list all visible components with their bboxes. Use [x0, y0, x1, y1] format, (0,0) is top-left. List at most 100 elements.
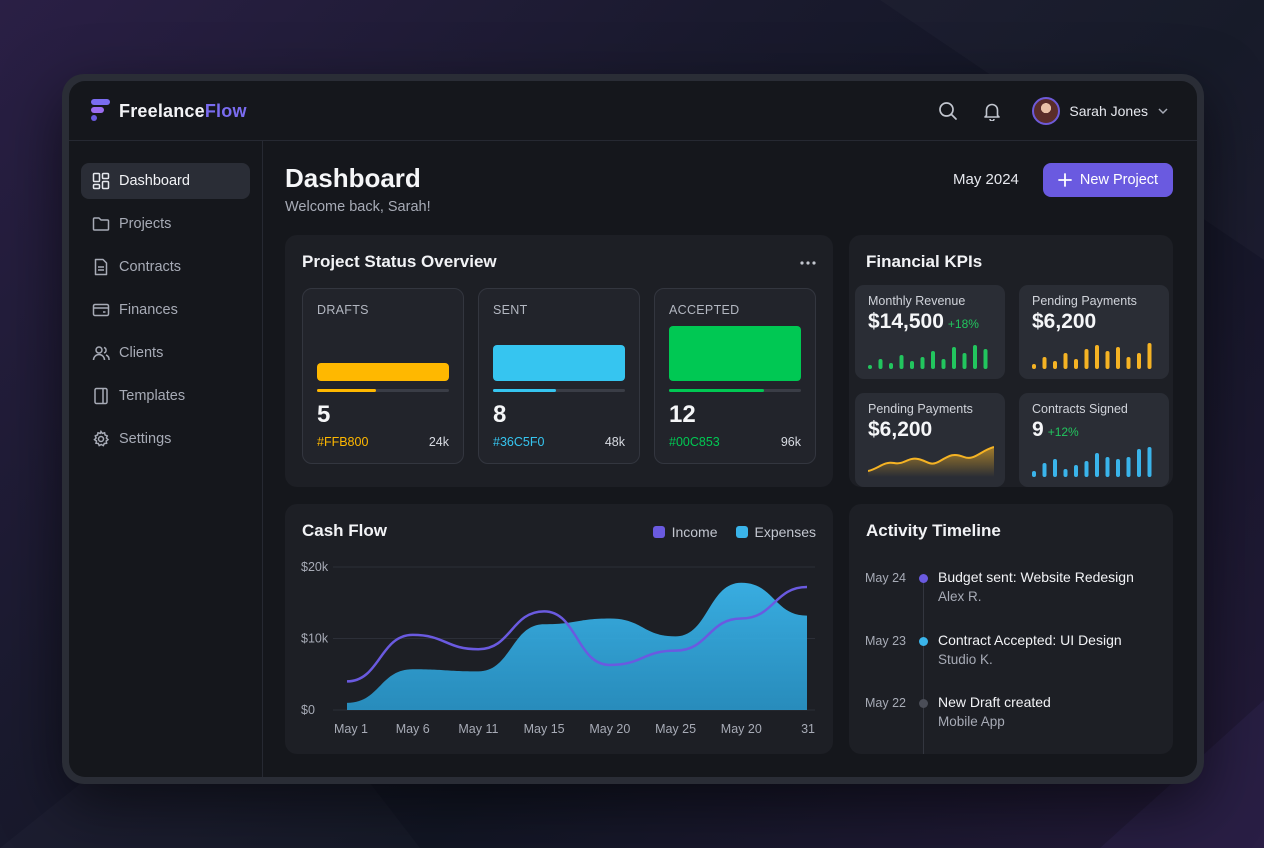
sidebar-item-projects[interactable]: Projects — [81, 206, 250, 242]
project-status-card: Project Status Overview DRAFTS 5 #FFB800… — [285, 235, 833, 487]
status-count: 5 — [317, 401, 331, 428]
top-bar: FreelanceFlow Sarah Jones — [69, 81, 1197, 141]
sidebar-item-clients[interactable]: Clients — [81, 335, 250, 371]
folder-icon — [92, 217, 110, 231]
legend-label: Expenses — [754, 524, 816, 540]
spark-bar — [889, 363, 893, 369]
chart-legend: Income Expenses — [652, 524, 816, 540]
spark-bar — [1063, 353, 1068, 369]
page-subtitle: Welcome back, Sarah! — [285, 199, 431, 215]
sidebar-item-finances[interactable]: Finances — [81, 292, 250, 328]
kpi-contracts-signed[interactable]: Contracts Signed 9 +12% — [1019, 393, 1169, 487]
spark-bar — [1074, 359, 1078, 369]
sidebar-item-templates[interactable]: Templates — [81, 378, 250, 414]
sidebar-item-label: Dashboard — [119, 173, 190, 189]
kpi-pending-payments[interactable]: Pending Payments $6,200 — [1019, 285, 1169, 379]
sparkline-area — [868, 446, 994, 477]
search-icon — [939, 102, 958, 120]
legend-expenses[interactable]: Expenses — [735, 524, 816, 540]
timeline-item[interactable]: May 23 Contract Accepted: UI Design Stud… — [849, 632, 1173, 672]
series-income-line — [346, 585, 808, 683]
progress-track — [317, 389, 449, 392]
sidebar-item-label: Settings — [119, 431, 172, 447]
spark-bar — [1074, 465, 1078, 477]
sidebar-item-label: Templates — [119, 388, 186, 404]
wallet-icon — [92, 303, 110, 317]
kpi-pending-payments-trend[interactable]: Pending Payments $6,200 — [855, 393, 1005, 487]
spark-bar — [1042, 357, 1047, 369]
sidebar-item-contracts[interactable]: Contracts — [81, 249, 250, 285]
timeline-subtitle: Alex R. — [938, 589, 982, 604]
status-drafts[interactable]: DRAFTS 5 #FFB800 24k — [302, 288, 464, 464]
logo-icon — [91, 99, 110, 121]
timeline-dot — [919, 637, 928, 646]
spark-bar — [952, 347, 956, 369]
x-tick-label: May 6 — [396, 722, 430, 736]
status-hex: #36C5F0 — [493, 435, 545, 449]
y-tick-label: $10k — [301, 632, 329, 646]
x-tick-label: May 11 — [458, 722, 498, 736]
x-tick-label: May 15 — [524, 722, 565, 736]
x-tick-label: May 25 — [655, 722, 696, 736]
timeline-line — [923, 579, 924, 754]
financial-kpis-card: Financial KPIs Monthly Revenue $14,500 +1… — [849, 235, 1173, 487]
new-project-button[interactable]: New Project — [1043, 163, 1173, 197]
spark-bar — [1095, 345, 1099, 369]
kpi-monthly-revenue[interactable]: Monthly Revenue $14,500 +18% — [855, 285, 1005, 379]
status-accepted[interactable]: ACCEPTED 12 #00C853 96k — [654, 288, 816, 464]
timeline-date: May 24 — [865, 571, 906, 585]
more-options-button[interactable] — [799, 253, 817, 271]
card-title: Financial KPIs — [866, 252, 983, 271]
sidebar-item-label: Contracts — [119, 259, 182, 275]
status-label: ACCEPTED — [669, 303, 740, 317]
cash-flow-card: Cash Flow Income Expenses $20k $10k $0 May … — [285, 504, 833, 754]
status-label: SENT — [493, 303, 528, 317]
spark-bar — [868, 365, 872, 369]
spark-bar — [973, 345, 977, 369]
grid-icon — [92, 172, 110, 190]
status-hex: #00C853 — [669, 435, 720, 449]
status-sent[interactable]: SENT 8 #36C5F0 48k — [478, 288, 640, 464]
spark-bar — [1105, 351, 1110, 369]
timeline-item[interactable]: May 24 Budget sent: Website Redesign Ale… — [849, 569, 1173, 609]
page-title: Dashboard — [285, 163, 421, 193]
sidebar-item-settings[interactable]: Settings — [81, 421, 250, 457]
spark-bar — [1053, 459, 1057, 477]
spark-bar — [1126, 457, 1131, 477]
app-name: FreelanceFlow — [119, 100, 247, 121]
app-screen: FreelanceFlow Sarah Jones — [69, 81, 1197, 777]
timeline-item[interactable]: May 22 New Draft created Mobile App — [849, 694, 1173, 734]
spark-bar — [1032, 471, 1036, 477]
timeline-title: Budget sent: Website Redesign — [938, 569, 1134, 585]
user-name: Sarah Jones — [1069, 103, 1148, 119]
series-expenses-area — [347, 582, 807, 710]
users-icon — [92, 346, 110, 361]
timeline-subtitle: Mobile App — [938, 714, 1005, 729]
period-selector[interactable]: May 2024 — [953, 171, 1019, 188]
legend-swatch — [652, 526, 665, 538]
user-menu[interactable]: Sarah Jones — [1032, 97, 1169, 125]
x-tick-label: May 1 — [334, 722, 368, 736]
legend-income[interactable]: Income — [652, 524, 718, 540]
kpi-label: Monthly Revenue — [868, 294, 966, 308]
progress-fill — [669, 389, 765, 392]
spark-bar — [1032, 364, 1036, 369]
notifications-button[interactable] — [980, 99, 1004, 123]
sparkline-bars — [1032, 343, 1152, 369]
chevron-down-icon — [1158, 108, 1168, 115]
status-bar — [669, 326, 801, 381]
status-amount: 96k — [780, 435, 801, 449]
spark-bar — [1095, 453, 1099, 477]
y-tick-label: $20k — [301, 560, 329, 574]
spark-bar — [1116, 347, 1120, 369]
app-logo[interactable]: FreelanceFlow — [91, 99, 247, 123]
progress-fill — [317, 389, 377, 392]
x-tick-label: May 20 — [721, 722, 762, 736]
search-button[interactable] — [936, 99, 960, 123]
spark-bar — [983, 349, 988, 369]
document-icon — [94, 258, 108, 276]
sidebar-item-dashboard[interactable]: Dashboard — [81, 163, 250, 199]
spark-bar — [1105, 457, 1110, 477]
spark-bar — [941, 359, 946, 369]
sparkline-bars — [1032, 447, 1152, 477]
